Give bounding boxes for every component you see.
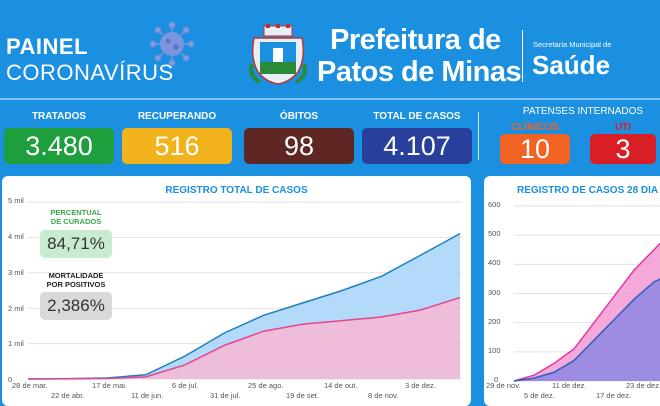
series-line-1 xyxy=(27,296,461,380)
header-separator xyxy=(0,98,660,100)
chart-panel-total: REGISTRO TOTAL DE CASOS 5 mil 4 mil 3 mi… xyxy=(2,176,471,406)
header-divider xyxy=(522,30,523,82)
x-tick-label: 23 de dez. xyxy=(626,381,660,390)
mortalidade-label: MORTALIDADE POR POSITIVOS xyxy=(46,271,106,289)
saude-label: Saúde xyxy=(532,50,611,80)
painel-subtitle: CORONAVÍRUS xyxy=(6,60,174,85)
stat-label-tratados: TRATADOS xyxy=(31,111,87,122)
x-tick-label: 25 de ago. xyxy=(248,381,284,390)
x-tick-label: 17 de dez. xyxy=(596,391,632,400)
x-tick-label: 31 de jul. xyxy=(210,391,241,400)
x-tick-label: 11 de dez. xyxy=(552,381,587,390)
stat-label-clinicos: CLÍNICOS xyxy=(511,122,559,133)
x-tick-label: 19 de set. xyxy=(286,391,319,400)
stat-value-obitos: 98 xyxy=(244,128,354,164)
y-tick-label: 300 xyxy=(488,288,501,297)
y-tick-label: 0 xyxy=(494,375,499,384)
stat-label-obitos: ÓBITOS xyxy=(279,111,319,122)
stat-label-total: TOTAL DE CASOS xyxy=(373,111,461,122)
stats-separator xyxy=(478,112,479,160)
stat-label-recuperando: RECUPERANDO xyxy=(137,111,217,122)
y-tick-label: 1 mil xyxy=(8,339,24,348)
chart-28-title: REGISTRO DE CASOS 28 DIA xyxy=(517,185,659,196)
y-tick-label: 2 mil xyxy=(8,304,24,313)
series-line-1 xyxy=(513,278,660,382)
series-area-1 xyxy=(514,279,660,381)
stat-value-recuperando: 516 xyxy=(122,128,232,164)
stat-value-clinicos: 10 xyxy=(500,134,570,164)
stat-value-tratados: 3.480 xyxy=(4,128,114,164)
x-tick-label: 11 de jun. xyxy=(131,391,164,400)
x-tick-label: 22 de abr. xyxy=(51,391,85,400)
x-tick-label: 29 de nov. xyxy=(486,381,521,390)
y-tick-label: 200 xyxy=(488,317,501,326)
secretaria-label: Secretaria Municipal de xyxy=(533,40,612,49)
x-tick-label: 8 de nov. xyxy=(368,391,399,400)
series-line-0 xyxy=(513,242,660,382)
x-tick-label: 6 de jul. xyxy=(172,381,199,390)
x-tick-label: 3 de dez. xyxy=(405,381,436,390)
28-days-chart xyxy=(513,205,660,382)
stat-label-uti: UTI xyxy=(614,122,632,133)
y-tick-label: 600 xyxy=(488,200,501,209)
stat-value-total: 4.107 xyxy=(362,128,472,164)
chart-total-title: REGISTRO TOTAL DE CASOS xyxy=(165,185,308,196)
painel-title: PAINEL xyxy=(6,34,89,59)
prefeitura-line1: Prefeitura de xyxy=(330,24,501,56)
internados-title: PATENSES INTERNADOS xyxy=(522,106,644,117)
y-tick-label: 500 xyxy=(488,229,501,238)
stat-value-uti: 3 xyxy=(590,134,656,164)
y-tick-label: 3 mil xyxy=(8,268,24,277)
prefeitura-line2: Patos de Minas xyxy=(317,56,522,88)
y-tick-label: 400 xyxy=(488,258,501,267)
city-crest-icon xyxy=(249,24,307,85)
y-tick-label: 5 mil xyxy=(8,196,24,205)
curados-value: 84,71% xyxy=(40,230,112,258)
x-tick-label: 28 de mar. xyxy=(12,381,48,390)
chart-panel-28dias: REGISTRO DE CASOS 28 DIA 600 500 400 300… xyxy=(484,176,660,406)
curados-label: PERCENTUAL DE CURADOS xyxy=(50,208,102,226)
mortalidade-value: 2,386% xyxy=(40,292,112,320)
virus-icon xyxy=(149,21,195,67)
x-tick-label: 14 de out. xyxy=(324,381,358,390)
y-tick-label: 100 xyxy=(488,346,501,355)
x-tick-label: 17 de mai. xyxy=(92,381,128,390)
y-tick-label: 0 xyxy=(8,375,13,384)
x-tick-label: 5 de dez. xyxy=(524,391,555,400)
y-tick-label: 4 mil xyxy=(8,232,24,241)
total-cases-chart xyxy=(27,201,462,380)
